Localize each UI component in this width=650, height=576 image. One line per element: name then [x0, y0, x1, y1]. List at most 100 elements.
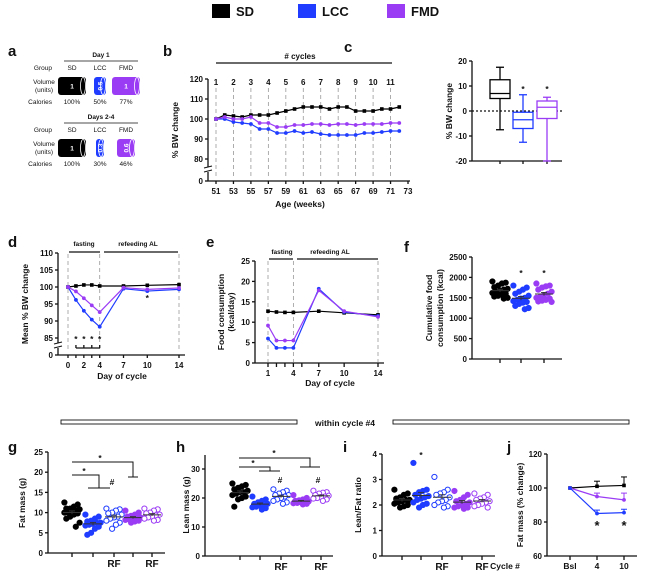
data-point-sd [82, 283, 86, 287]
cycle-number: 4 [266, 78, 271, 87]
y-tick-label: 0 [463, 107, 468, 116]
y-tick-label: 100 [529, 484, 543, 493]
data-point-fmd [97, 310, 102, 315]
data-point-sd [391, 486, 398, 493]
data-point-sd [72, 523, 79, 530]
comparison-bracket [72, 461, 138, 478]
data-point-lcc [301, 131, 306, 135]
data-point-fmd [231, 117, 236, 121]
cylinder-cap [98, 139, 104, 157]
y-tick-label: 20 [458, 57, 467, 66]
cycle-number: 3 [249, 78, 254, 87]
row-label-volume: Volume [33, 79, 55, 86]
data-point-fmd [66, 285, 70, 289]
x-tick-label: 14 [374, 369, 383, 378]
data-point-fmd [274, 338, 279, 343]
significance-star: * [146, 293, 150, 303]
data-point-fmd [121, 285, 126, 290]
y-tick-label: 20 [191, 494, 200, 503]
data-point-lcc [510, 282, 517, 289]
data-point-lcc [345, 133, 349, 137]
x-tick-label: 69 [369, 187, 378, 196]
data-point-lcc-rf [431, 473, 438, 481]
data-point-fmd [451, 504, 458, 511]
data-point-fmd [283, 338, 287, 343]
data-point-sd [327, 107, 332, 111]
data-point-lcc-rf [270, 497, 277, 504]
data-point-lcc [91, 525, 99, 532]
data-point-sd [388, 107, 393, 111]
calories-value: 46% [119, 161, 132, 168]
x-tick-label: Bsl [563, 561, 576, 571]
data-point-fmd [74, 289, 78, 294]
data-point-lcc [249, 122, 253, 126]
data-point-fmd-rf [473, 496, 480, 503]
series-line-fmd [215, 116, 400, 128]
data-point-fmd [290, 500, 297, 507]
x-axis-label: Age (weeks) [275, 199, 325, 209]
data-point-lcc [89, 317, 94, 322]
cylinder-sd [58, 77, 86, 95]
data-point-lcc [512, 302, 519, 310]
y-tick-label: 15 [241, 298, 250, 307]
data-point-fmd-rf [471, 490, 478, 497]
data-point-sd [595, 484, 599, 489]
x-tick-label: 71 [386, 187, 395, 196]
data-point-fmd [327, 123, 332, 127]
data-point-fmd-rf [150, 517, 157, 524]
y-tick-label: 0 [49, 351, 54, 360]
y-tick-label: 2 [373, 501, 378, 510]
data-point-lcc [568, 486, 572, 490]
significance-star: * [98, 453, 102, 463]
significance-star: * [545, 84, 549, 94]
y-tick-label: 0 [199, 177, 204, 186]
data-point-fmd [122, 507, 129, 514]
cycle-number: 2 [231, 78, 236, 87]
panel-label-j: j [506, 439, 511, 456]
x-axis-label: Cycle # [490, 561, 520, 571]
x-tick-label: 14 [175, 361, 184, 370]
data-point-lcc [336, 133, 341, 137]
legend-label-lcc: LCC [322, 4, 349, 19]
row-label-volume-units: (units) [35, 87, 53, 94]
data-point-fmd [299, 501, 306, 508]
x-tick-label: 53 [229, 187, 238, 196]
data-point-lcc [410, 459, 417, 467]
data-point-lcc [412, 491, 419, 498]
data-point-sd [622, 483, 626, 488]
data-point-lcc [521, 306, 528, 313]
data-point-lcc-rf [431, 501, 438, 509]
x-tick-label: 65 [334, 187, 343, 196]
y-tick-label: 10 [34, 509, 43, 518]
cycle-number: 11 [386, 78, 395, 87]
data-point-fmd [81, 296, 86, 301]
data-point-fmd-rf [471, 503, 478, 510]
cycle-number: 5 [284, 78, 289, 87]
data-point-lcc [318, 132, 323, 136]
x-tick-label: 10 [340, 369, 349, 378]
significance-star: * [74, 334, 78, 344]
data-point-lcc [97, 324, 102, 329]
y-tick-label: 10 [241, 318, 250, 327]
group-label: SD [67, 65, 76, 72]
axis-break-mark [53, 341, 63, 345]
cycle-number: 7 [319, 78, 324, 87]
data-point-lcc [231, 120, 236, 124]
significance-star: * [98, 334, 102, 344]
y-tick-label: 85 [44, 334, 53, 343]
x-tick-label: 4 [97, 361, 102, 370]
panel-label-h: h [176, 439, 185, 456]
y-tick-label: 10 [191, 523, 200, 532]
data-point-lcc [416, 504, 423, 511]
data-point-lcc [595, 511, 599, 516]
data-point-lcc [327, 133, 332, 137]
panel-label-e: e [206, 234, 214, 251]
data-point-sd [177, 282, 181, 287]
data-point-fmd [460, 505, 467, 512]
y-axis-label: % BW change [444, 83, 454, 139]
y-tick-label: 5 [39, 529, 44, 538]
y-tick-label: 0 [39, 549, 44, 558]
data-point-lcc [266, 336, 270, 341]
group-label: FMD [119, 65, 133, 72]
